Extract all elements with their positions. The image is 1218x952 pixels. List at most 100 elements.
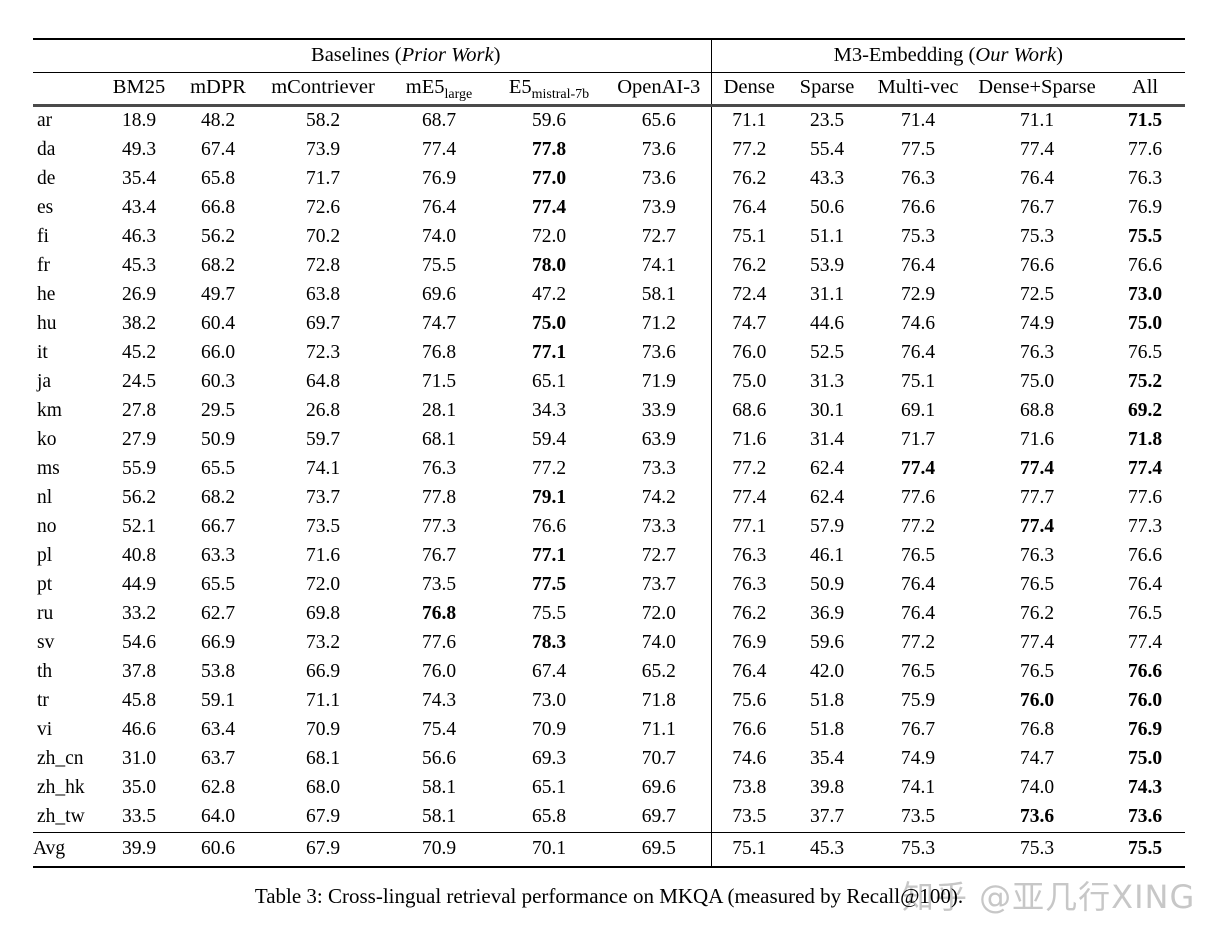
results-table: Baselines (Prior Work) M3-Embedding (Our… [33,38,1186,868]
col-header-sparse: Sparse [787,72,867,107]
data-cell: 79.1 [531,487,567,508]
table-row: tr 45.8 59.1 71.1 74.3 73.0 71.8 75.6 51.8 75.9 76… [33,687,1185,716]
table-row: ru 33.2 62.7 69.8 76.8 75.5 72.0 76.2 36.9 76.4 76… [33,600,1185,629]
data-cell: 63.9 [641,429,676,450]
data-cell: 46.3 [121,226,157,247]
data-cell: 76.6 [710,716,787,745]
col-header-dense-plus-sparse: Dense+Sparse [969,72,1105,107]
data-cell: 56.2 [200,226,236,247]
data-cell: 76.5 [900,545,936,566]
data-cell: 37.7 [809,806,845,827]
data-cell: 74.0 [641,632,676,653]
data-cell: 49.3 [121,139,157,160]
data-cell: 62.8 [200,777,236,798]
data-cell: 77.4 [1019,458,1055,479]
row-label: Avg [33,832,101,868]
data-cell: 77.6 [1127,487,1163,508]
data-cell: 65.5 [200,574,236,595]
data-cell: 65.8 [531,806,567,827]
data-cell: 73.6 [641,168,676,189]
data-cell: 73.2 [305,632,341,653]
row-label: pt [37,574,53,595]
data-cell: 72.8 [305,255,341,276]
group-label-m3-close: ) [1056,44,1063,66]
data-cell: 76.9 [1127,719,1163,740]
data-cell: 72.6 [305,197,341,218]
data-cell: 75.1 [710,223,787,252]
table-body: ar 18.9 48.2 58.2 68.7 59.6 65.6 71.1 23.5 71.4 71… [33,105,1186,868]
col-header-subscript: mistral-7b [531,87,590,103]
group-label-baselines-close: ) [493,44,501,66]
data-cell: 75.1 [900,371,936,392]
data-cell: 77.0 [531,168,567,189]
data-cell: 75.3 [1019,226,1055,247]
data-cell: 43.3 [809,168,845,189]
data-cell: 50.6 [809,197,845,218]
table-row: zh_hk 35.0 62.8 68.0 58.1 65.1 69.6 73.8 39.8 74.… [33,774,1185,803]
data-cell: 76.7 [1019,197,1055,218]
data-cell: 64.0 [200,806,236,827]
data-cell: 63.4 [200,719,236,740]
data-cell: 62.4 [809,458,845,479]
data-cell: 76.6 [1127,545,1163,566]
data-cell: 72.5 [1019,284,1055,305]
table-row: da 49.3 67.4 73.9 77.4 77.8 73.6 77.2 55.4 77.5 77… [33,136,1185,165]
row-label-column-header [33,72,101,107]
row-label: pl [37,545,53,566]
data-cell: 77.6 [900,487,936,508]
table-row: es 43.4 66.8 72.6 76.4 77.4 73.9 76.4 50.6 76.6 76… [33,194,1185,223]
table-row: sv 54.6 66.9 73.2 77.6 78.3 74.0 76.9 59.6 77.2 77… [33,629,1185,658]
data-cell: 75.5 [531,603,567,624]
data-cell: 77.4 [710,484,787,513]
data-cell: 26.8 [305,400,341,421]
row-label: de [37,168,56,189]
data-cell: 59.4 [531,429,567,450]
data-cell: 76.2 [710,600,787,629]
data-cell: 78.0 [531,255,567,276]
col-header-all: All [1105,72,1186,107]
data-cell: 68.8 [1019,400,1055,421]
col-header-text: Multi-vec [877,76,959,98]
data-cell: 52.5 [809,342,845,363]
data-cell: 70.7 [641,748,676,769]
data-cell: 76.0 [1127,690,1163,711]
data-cell: 77.5 [900,139,936,160]
data-cell: 71.7 [305,168,341,189]
data-cell: 59.1 [200,690,236,711]
data-cell: 66.8 [200,197,236,218]
row-label: nl [37,487,53,508]
table-row: fr 45.3 68.2 72.8 75.5 78.0 74.1 76.2 53.9 76.4 76… [33,252,1185,281]
data-cell: 45.3 [787,832,867,868]
data-cell: 76.3 [900,168,936,189]
data-cell: 55.4 [809,139,845,160]
data-cell: 68.7 [421,110,457,131]
data-cell: 62.4 [809,487,845,508]
data-cell: 74.0 [1019,777,1055,798]
data-cell: 72.4 [710,281,787,310]
data-cell: 39.9 [101,832,177,868]
table-header: Baselines (Prior Work) M3-Embedding (Our… [33,38,1186,107]
data-cell: 36.9 [809,603,845,624]
row-label: ru [37,603,54,624]
data-cell: 37.8 [121,661,157,682]
corner-cell [33,38,101,73]
data-cell: 47.2 [531,284,567,305]
data-cell: 73.9 [305,139,341,160]
data-cell: 76.6 [531,516,567,537]
data-cell: 59.6 [531,110,567,131]
data-cell: 73.5 [421,574,457,595]
data-cell: 75.0 [1019,371,1055,392]
data-cell: 74.1 [641,255,676,276]
col-header-mdpr: mDPR [177,72,259,107]
data-cell: 75.3 [969,832,1105,868]
data-cell: 76.2 [710,165,787,194]
data-cell: 77.4 [900,458,936,479]
data-cell: 76.8 [1019,719,1055,740]
data-cell: 38.2 [121,313,157,334]
data-cell: 31.0 [121,748,157,769]
data-cell: 62.7 [200,603,236,624]
data-cell: 75.4 [421,719,457,740]
data-cell: 28.1 [421,400,457,421]
data-cell: 66.9 [305,661,341,682]
data-cell: 24.5 [121,371,157,392]
